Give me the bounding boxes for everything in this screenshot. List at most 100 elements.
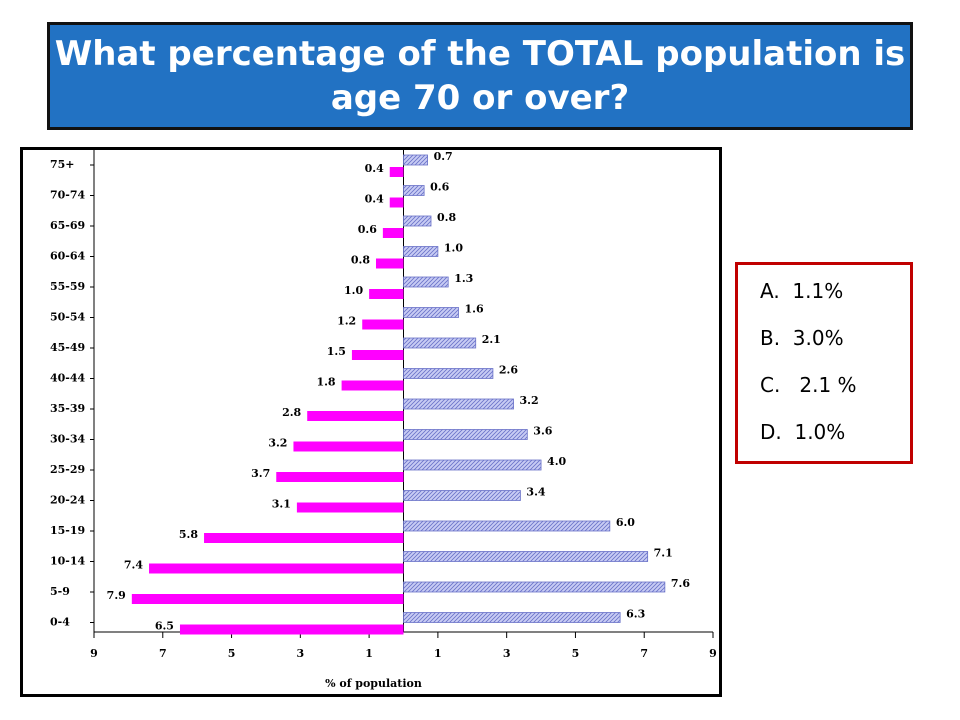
x-tick-label: 1: [434, 647, 442, 660]
bar: [149, 563, 404, 574]
bar: [403, 215, 432, 227]
x-tick-label: 5: [572, 647, 580, 660]
chart-frame: [20, 147, 722, 697]
bar: [403, 612, 621, 623]
data-label: 7.4: [124, 559, 143, 572]
y-tick-label: 45-49: [50, 341, 85, 354]
data-label: 3.4: [526, 486, 545, 499]
y-tick-label: 15-19: [50, 524, 85, 537]
y-tick-label: 0-4: [50, 616, 70, 629]
data-label: 0.7: [434, 150, 453, 163]
y-tick-label: 10-14: [50, 555, 86, 568]
data-label: 3.1: [272, 498, 291, 511]
y-tick-label: 25-29: [50, 463, 85, 476]
bar: [341, 380, 404, 391]
x-tick-label: 1: [365, 647, 373, 660]
bar: [293, 441, 404, 452]
bar: [389, 167, 404, 177]
bar: [296, 502, 404, 513]
bar: [204, 533, 404, 543]
data-label: 0.8: [437, 211, 456, 224]
y-tick-label: 60-64: [50, 250, 86, 263]
y-tick-label: 5-9: [50, 585, 70, 598]
data-label: 1.3: [454, 272, 473, 285]
data-label: 3.2: [520, 394, 539, 407]
x-axis-label: % of population: [325, 677, 422, 690]
y-tick-label: 20-24: [50, 494, 86, 507]
data-label: 2.8: [282, 406, 301, 419]
bar: [375, 258, 404, 269]
answer-option: A. 1.1%: [760, 279, 844, 303]
y-tick-label: 55-59: [50, 280, 85, 293]
data-label: 7.1: [654, 547, 673, 560]
data-label: 2.6: [499, 364, 518, 377]
bar: [276, 472, 404, 482]
bar: [179, 624, 404, 635]
data-label: 5.8: [179, 528, 198, 541]
data-label: 7.6: [671, 577, 690, 590]
bar: [362, 319, 404, 330]
answer-option: C. 2.1 %: [760, 373, 857, 397]
y-tick-label: 40-44: [50, 372, 86, 385]
bar: [403, 307, 459, 318]
data-label: 3.6: [533, 425, 552, 438]
bar: [403, 551, 649, 562]
bar: [389, 197, 404, 208]
data-label: 1.2: [337, 315, 356, 328]
data-label: 6.5: [155, 620, 174, 633]
bar: [369, 289, 404, 299]
answer-box: A. 1.1% B. 3.0% C. 2.1 % D. 1.0%: [735, 262, 913, 464]
bar: [403, 429, 528, 440]
data-label: 1.0: [344, 284, 363, 297]
bar: [351, 350, 404, 360]
data-label: 3.7: [251, 467, 270, 480]
bar: [403, 337, 477, 349]
answer-option: B. 3.0%: [760, 326, 844, 350]
x-tick-label: 3: [297, 647, 305, 660]
answer-option: D. 1.0%: [760, 420, 846, 444]
data-label: 1.5: [327, 345, 346, 358]
data-label: 0.4: [365, 162, 384, 175]
data-label: 0.4: [365, 193, 384, 206]
y-tick-label: 50-54: [50, 311, 86, 324]
data-label: 1.8: [316, 376, 335, 389]
data-label: 1.0: [444, 242, 463, 255]
bar: [403, 276, 449, 288]
bar: [307, 411, 404, 421]
bar: [403, 459, 542, 471]
x-tick-label: 5: [228, 647, 236, 660]
x-tick-label: 3: [503, 647, 511, 660]
data-label: 0.8: [351, 254, 370, 267]
x-tick-label: 9: [90, 647, 98, 660]
data-label: 3.2: [268, 437, 287, 450]
data-label: 0.6: [358, 223, 377, 236]
x-tick-label: 7: [640, 647, 648, 660]
data-label: 6.0: [616, 516, 635, 529]
y-tick-label: 30-34: [50, 433, 86, 446]
bar: [382, 228, 404, 238]
bar: [131, 594, 404, 604]
bar: [403, 246, 439, 257]
y-tick-label: 75+: [50, 158, 75, 171]
title-banner: What percentage of the TOTAL population …: [47, 22, 913, 130]
data-label: 7.9: [107, 589, 126, 602]
data-label: 2.1: [482, 333, 501, 346]
data-label: 6.3: [626, 608, 645, 621]
data-label: 1.6: [465, 303, 484, 316]
y-tick-label: 70-74: [50, 189, 86, 202]
x-tick-label: 7: [159, 647, 167, 660]
title: What percentage of the TOTAL population …: [54, 34, 906, 118]
bar: [403, 368, 494, 379]
bar: [403, 490, 521, 501]
bar: [403, 154, 428, 166]
y-tick-label: 35-39: [50, 402, 85, 415]
data-label: 0.6: [430, 181, 449, 194]
data-label: 4.0: [547, 455, 566, 468]
bar: [403, 520, 611, 532]
y-tick-label: 65-69: [50, 219, 85, 232]
bar: [403, 581, 666, 593]
bar: [403, 398, 514, 410]
bar: [403, 185, 425, 196]
